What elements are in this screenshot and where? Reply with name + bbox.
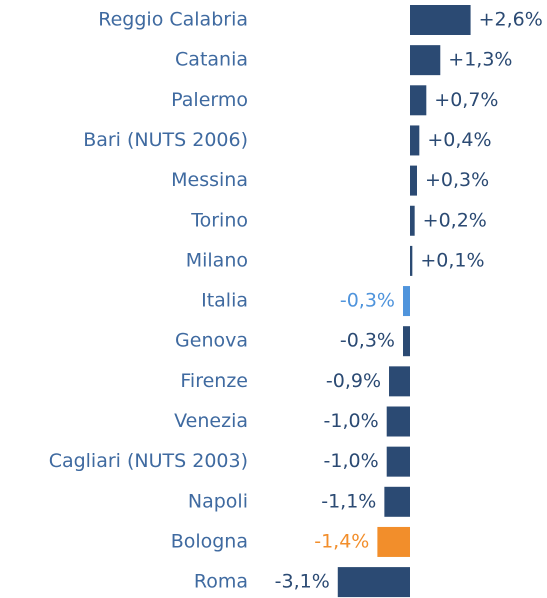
category-label: Messina	[171, 169, 248, 191]
bar	[337, 567, 410, 598]
category-label: Genova	[175, 330, 248, 352]
value-label: -0,3%	[340, 330, 395, 352]
value-label: -1,4%	[314, 530, 369, 552]
bar	[403, 326, 410, 357]
category-label: Firenze	[180, 370, 248, 392]
bar	[403, 286, 410, 317]
bar	[384, 486, 410, 517]
category-label: Palermo	[171, 89, 248, 111]
category-label: Venezia	[174, 410, 248, 432]
category-label: Cagliari (NUTS 2003)	[49, 450, 248, 472]
value-label: +0,2%	[423, 209, 487, 231]
value-label: -1,0%	[324, 450, 379, 472]
bar	[410, 165, 417, 196]
value-label: +1,3%	[448, 49, 512, 71]
category-label: Reggio Calabria	[98, 9, 248, 31]
category-label: Napoli	[188, 490, 248, 512]
value-label: +2,6%	[479, 9, 543, 31]
bar	[410, 45, 441, 76]
value-label: +0,1%	[420, 249, 484, 271]
bar	[389, 366, 410, 397]
bar	[410, 125, 420, 156]
value-label: +0,7%	[434, 89, 498, 111]
category-label: Torino	[190, 209, 248, 231]
category-label: Bari (NUTS 2006)	[83, 129, 248, 151]
bar	[410, 5, 471, 35]
value-label: -0,3%	[340, 290, 395, 312]
bar	[410, 85, 427, 116]
value-label: +0,3%	[425, 169, 489, 191]
category-label: Catania	[175, 49, 248, 71]
bar	[386, 446, 410, 477]
value-label: +0,4%	[427, 129, 491, 151]
bar	[410, 245, 413, 276]
bar	[386, 406, 410, 437]
value-label: -3,1%	[275, 571, 330, 593]
value-label: -0,9%	[326, 370, 381, 392]
category-label: Roma	[194, 571, 248, 593]
category-label: Italia	[201, 290, 248, 312]
value-label: -1,0%	[324, 410, 379, 432]
value-label: -1,1%	[321, 490, 376, 512]
category-label: Milano	[186, 249, 248, 271]
category-label: Bologna	[171, 530, 248, 552]
bar	[410, 205, 415, 236]
bar	[377, 526, 410, 557]
